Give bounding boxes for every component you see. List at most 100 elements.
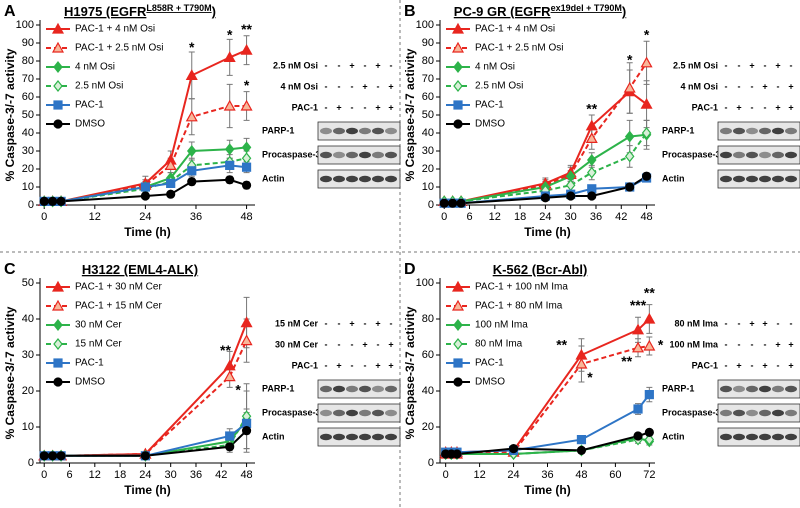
legend-label: 80 nM Ima — [475, 339, 523, 350]
treatment-sign: - — [338, 339, 341, 349]
blot-band — [720, 127, 732, 135]
treatment-sign: - — [377, 339, 380, 349]
legend-marker — [51, 22, 65, 34]
band-label: Procaspase-3 — [662, 149, 721, 159]
treatment-sign: - — [725, 339, 728, 349]
panel-title: PC-9 GR (EGFRex19del + T790M) — [454, 3, 626, 19]
y-tick-label: 50 — [22, 277, 34, 289]
legend-label: PAC-1 + 2.5 nM Osi — [475, 43, 563, 54]
treatment-sign: - — [725, 360, 728, 370]
band-label: Actin — [262, 173, 285, 183]
treatment-sign: - — [725, 60, 728, 70]
legend-label: 4 nM Osi — [475, 62, 515, 73]
legend-marker — [453, 61, 463, 73]
treatment-sign: + — [736, 102, 741, 112]
x-tick-label: 30 — [565, 211, 577, 223]
legend-label: DMSO — [475, 119, 505, 130]
legend-label: PAC-1 — [475, 358, 504, 369]
treatment-sign: + — [762, 360, 767, 370]
data-point — [185, 110, 198, 122]
data-point — [586, 154, 597, 166]
x-tick-label: 6 — [466, 211, 472, 223]
data-point — [225, 442, 235, 452]
y-tick-label: 10 — [422, 181, 434, 193]
blot-band — [733, 175, 745, 183]
blot-band — [733, 127, 745, 135]
treatment-sign: - — [751, 81, 754, 91]
panel-title: H1975 (EGFRL858R + T790M) — [64, 3, 216, 19]
data-point — [185, 69, 198, 80]
x-tick-label: 48 — [575, 469, 587, 481]
significance-star: * — [658, 337, 664, 353]
blot-band — [785, 385, 797, 393]
treatment-sign: - — [738, 60, 741, 70]
x-tick-label: 12 — [89, 469, 101, 481]
treatment-sign: + — [775, 60, 780, 70]
x-tick-label: 24 — [507, 469, 519, 481]
y-axis-label: % Caspase-3/-7 activity — [403, 48, 417, 181]
title-text: H1975 (EGFR — [64, 4, 147, 19]
significance-star: ** — [241, 21, 252, 37]
blot-band — [785, 175, 797, 183]
treatment-sign: - — [738, 339, 741, 349]
treatment-sign: + — [375, 318, 380, 328]
data-point — [640, 56, 653, 68]
band-label: Procaspase-3 — [262, 149, 321, 159]
data-point — [576, 435, 587, 445]
data-point — [39, 451, 49, 461]
treatment-sign: - — [764, 102, 767, 112]
y-tick-label: 80 — [22, 55, 34, 67]
treatment-sign: - — [764, 339, 767, 349]
blot-band — [733, 385, 745, 393]
data-point — [575, 357, 588, 369]
blot-band — [333, 175, 345, 183]
data-point — [241, 180, 252, 190]
treatment-sign: - — [764, 60, 767, 70]
significance-star: * — [644, 27, 650, 43]
legend-marker — [53, 119, 63, 129]
data-point — [187, 177, 197, 187]
blot-band — [746, 385, 758, 393]
legend-marker — [451, 299, 465, 311]
blot-band — [320, 127, 332, 135]
title-text: PC-9 GR (EGFR — [454, 4, 551, 19]
blot-band — [333, 385, 345, 393]
data-point — [625, 182, 635, 192]
legend-marker — [51, 280, 65, 292]
blot-band — [720, 151, 732, 159]
x-tick-label: 0 — [441, 211, 447, 223]
legend-marker — [53, 319, 63, 331]
treatment-sign: - — [325, 81, 328, 91]
data-point — [39, 196, 49, 206]
legend-label: PAC-1 + 15 nM Cer — [75, 301, 162, 312]
treatment-sign: + — [375, 360, 380, 370]
data-point — [166, 178, 176, 188]
treatment-label: 100 nM Ima — [669, 339, 719, 349]
blot-band — [359, 385, 371, 393]
band-label: Procaspase-3 — [662, 407, 721, 417]
data-point — [240, 334, 253, 346]
treatment-sign: - — [364, 318, 367, 328]
legend-label: PAC-1 — [475, 100, 504, 111]
treatment-label: 30 nM Cer — [275, 339, 319, 349]
treatment-label: PAC-1 — [292, 360, 318, 370]
significance-star: * — [244, 77, 250, 93]
x-tick-label: 12 — [473, 469, 485, 481]
treatment-sign: + — [362, 81, 367, 91]
x-tick-label: 12 — [89, 211, 101, 223]
x-tick-label: 24 — [539, 211, 551, 223]
treatment-sign: + — [749, 60, 754, 70]
blot-band — [759, 151, 771, 159]
data-point — [633, 404, 643, 414]
treatment-sign: - — [364, 102, 367, 112]
data-point — [225, 175, 235, 185]
y-tick-label: 60 — [422, 349, 434, 361]
legend-label: PAC-1 + 4 nM Osi — [475, 24, 555, 35]
treatment-sign: + — [388, 102, 393, 112]
y-tick-label: 60 — [22, 91, 34, 103]
data-point — [223, 359, 236, 371]
significance-star: ** — [586, 100, 597, 116]
legend-marker — [453, 80, 463, 92]
treatment-sign: - — [364, 60, 367, 70]
blot-box — [717, 145, 800, 165]
